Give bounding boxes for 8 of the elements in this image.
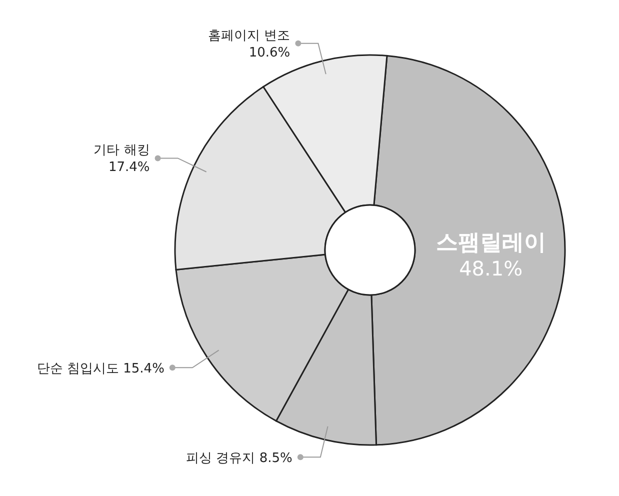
slice-label: 피싱 경유지 8.5%	[186, 451, 292, 466]
slice-label: 기타 해킹	[94, 143, 150, 158]
data-label: 10.6%	[248, 45, 290, 60]
data-label: 48.1%	[459, 256, 523, 280]
slice-label: 홈페이지 변조	[208, 28, 290, 44]
data-label: 17.4%	[108, 160, 150, 176]
slice-label: 단순 침입시도 15.4%	[36, 362, 164, 377]
slice-label: 스팸릴레이	[436, 230, 546, 256]
